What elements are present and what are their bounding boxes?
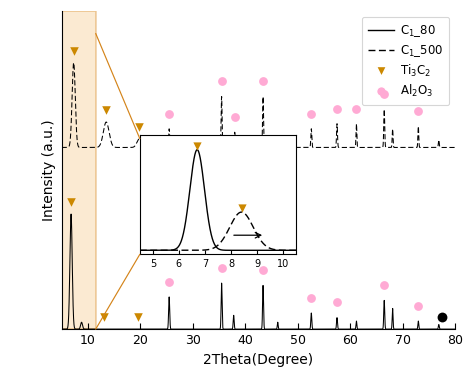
Point — [67, 199, 75, 205]
Point — [193, 143, 201, 149]
Point — [231, 114, 238, 120]
Point — [136, 124, 143, 130]
Y-axis label: Intensity (a.u.): Intensity (a.u.) — [42, 119, 56, 221]
Point — [415, 303, 422, 309]
Point — [218, 79, 226, 85]
Point — [259, 267, 267, 273]
Point — [218, 265, 226, 271]
Point — [308, 295, 315, 301]
Point — [100, 314, 108, 320]
Point — [259, 79, 267, 85]
Point — [353, 105, 360, 111]
Point — [415, 108, 422, 114]
Point — [70, 47, 77, 53]
Point — [308, 111, 315, 117]
Bar — [62, 11, 96, 329]
Legend: C$_1$_80, C$_1$_500, Ti$_3$C$_2$, Al$_2$O$_3$: C$_1$_80, C$_1$_500, Ti$_3$C$_2$, Al$_2$… — [362, 17, 449, 105]
Point — [333, 105, 341, 111]
Point — [333, 300, 341, 306]
Point — [165, 111, 173, 117]
Point — [102, 107, 110, 113]
Point — [165, 279, 173, 285]
Point — [381, 91, 388, 97]
Point — [237, 205, 246, 211]
X-axis label: 2Theta(Degree): 2Theta(Degree) — [203, 353, 313, 367]
Point — [381, 282, 388, 288]
Point — [134, 314, 141, 320]
Point — [438, 314, 446, 320]
